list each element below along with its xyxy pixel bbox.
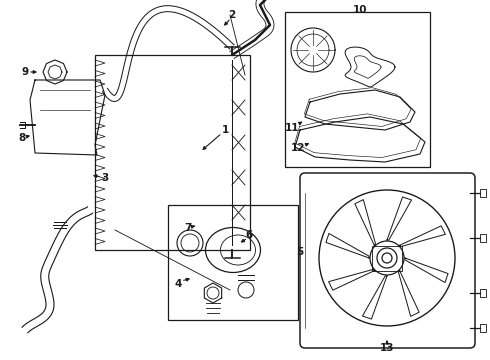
Text: 4: 4: [174, 279, 182, 289]
Text: 6: 6: [245, 230, 253, 240]
Text: 12: 12: [291, 143, 305, 153]
Text: 10: 10: [353, 5, 367, 15]
Text: 9: 9: [22, 67, 28, 77]
Text: 11: 11: [285, 123, 299, 133]
Circle shape: [382, 253, 392, 263]
Bar: [372, 246, 402, 271]
Text: 1: 1: [221, 125, 229, 135]
Bar: [480, 289, 486, 297]
Bar: [480, 189, 486, 197]
Text: 8: 8: [19, 133, 25, 143]
Bar: [480, 324, 486, 332]
Text: 7: 7: [184, 223, 192, 233]
Bar: [285, 12, 430, 167]
Text: 5: 5: [296, 247, 304, 257]
Bar: [480, 234, 486, 242]
Text: 3: 3: [101, 173, 109, 183]
Text: 2: 2: [228, 10, 236, 20]
Text: 13: 13: [380, 343, 394, 353]
Bar: [168, 205, 298, 320]
Bar: [95, 55, 250, 250]
